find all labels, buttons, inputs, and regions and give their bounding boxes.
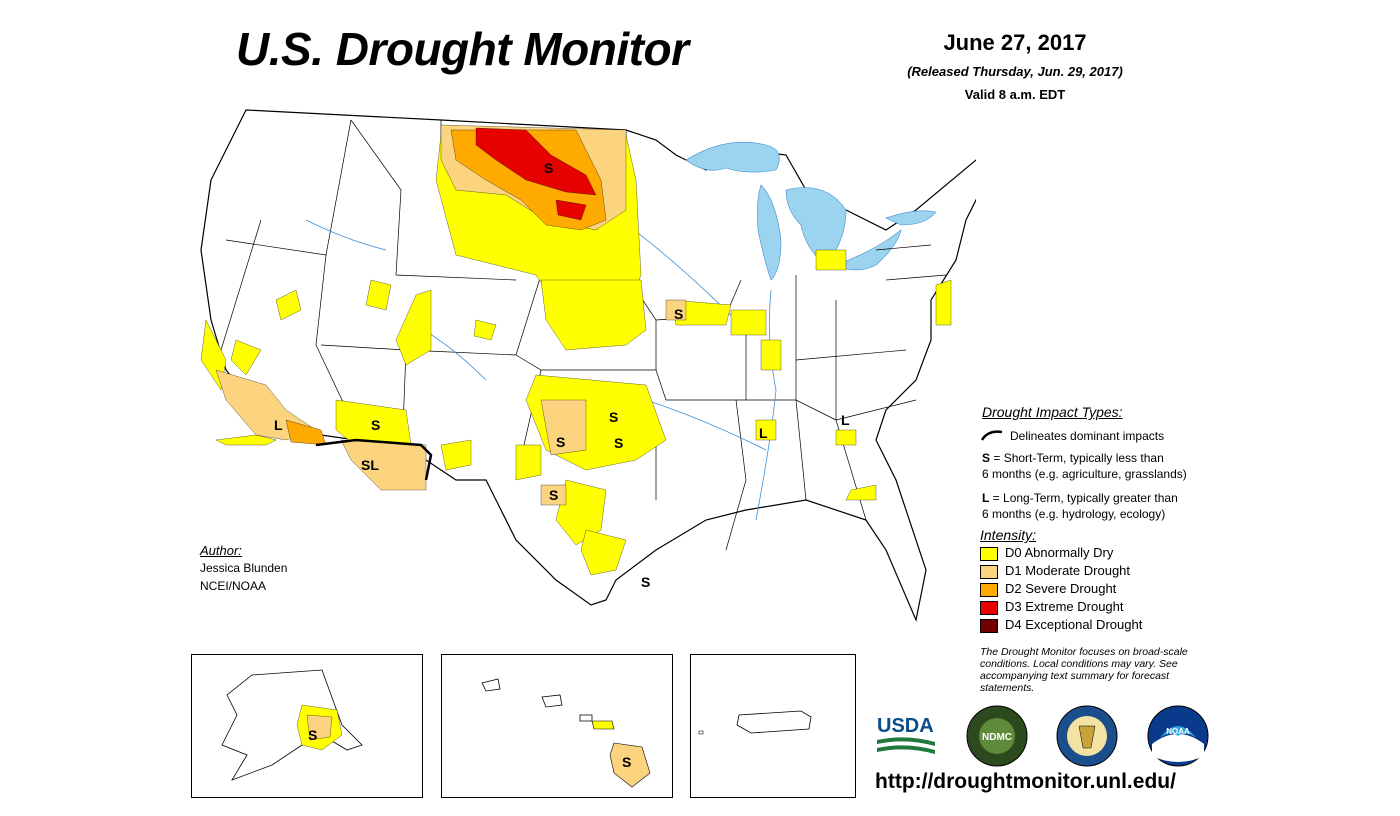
usda-logo-text: USDA <box>877 715 934 737</box>
puerto-rico-map <box>698 710 812 735</box>
author-heading: Author: <box>200 543 242 558</box>
long-term-desc: = Long-Term, typically greater than <box>989 491 1178 505</box>
hawaii-inset: S <box>441 654 673 798</box>
d2-swatch <box>980 582 998 597</box>
map-date: June 27, 2017 <box>943 30 1087 55</box>
conus-drought-map: S S S L SL S S S S S L L <box>200 109 976 623</box>
release-date: (Released Thursday, Jun. 29, 2017) <box>907 64 1123 79</box>
d2-label: D2 Severe Drought <box>1005 581 1117 596</box>
valid-time: Valid 8 a.m. EDT <box>964 87 1066 102</box>
disclaimer-note: The Drought Monitor focuses on broad-sca… <box>980 646 1188 694</box>
website-url[interactable]: http://droughtmonitor.unl.edu/ <box>875 770 1176 793</box>
impact-label-s: S <box>622 754 631 770</box>
ndmc-logo: NDMC <box>965 704 1029 768</box>
ndmc-logo-text: NDMC <box>982 732 1012 743</box>
impact-label-s: S <box>544 160 553 176</box>
doc-seal-logo <box>1055 704 1119 768</box>
d1-label: D1 Moderate Drought <box>1005 563 1131 578</box>
author-org: NCEI/NOAA <box>200 579 267 593</box>
d3-label: D3 Extreme Drought <box>1005 599 1124 614</box>
lake-michigan <box>757 184 782 281</box>
intensity-row-d2: D2 Severe Drought <box>980 581 1116 597</box>
intensity-row-d0: D0 Abnormally Dry <box>980 545 1113 561</box>
usda-logo: USDA <box>875 712 937 760</box>
impact-label-l: L <box>841 412 850 428</box>
short-term-line1: S = Short-Term, typically less than <box>982 450 1164 466</box>
d0-swatch <box>980 546 998 561</box>
impact-line-symbol <box>980 430 1003 441</box>
intensity-heading: Intensity: <box>980 527 1037 543</box>
impact-types-heading: Drought Impact Types: <box>982 404 1123 420</box>
d1-swatch <box>980 564 998 579</box>
impact-label-s: S <box>556 434 565 450</box>
intensity-row-d3: D3 Extreme Drought <box>980 599 1124 615</box>
impact-label-s: S <box>371 417 380 433</box>
short-term-letter: S <box>982 451 991 465</box>
lake-superior <box>685 141 780 173</box>
intensity-row-d1: D1 Moderate Drought <box>980 563 1130 579</box>
short-term-line2: 6 months (e.g. agriculture, grasslands) <box>982 467 1187 481</box>
puerto-rico-inset <box>690 654 856 798</box>
noaa-logo-text: NOAA <box>1166 727 1190 736</box>
long-term-line1: L = Long-Term, typically greater than <box>982 490 1178 506</box>
d4-swatch <box>980 618 998 633</box>
delineates-text: Delineates dominant impacts <box>1010 429 1165 443</box>
author-name: Jessica Blunden <box>200 561 288 575</box>
impact-label-s: S <box>641 574 650 590</box>
alaska-inset: S <box>191 654 423 798</box>
lake-erie <box>835 229 902 271</box>
d3-areas <box>475 127 597 221</box>
impact-label-sl: SL <box>361 457 379 473</box>
long-term-letter: L <box>982 491 990 505</box>
impact-label-s: S <box>674 306 683 322</box>
impact-label-s: S <box>549 487 558 503</box>
hawaii-map: S <box>481 678 651 788</box>
impact-boundary-line <box>315 438 433 481</box>
impact-label-l: L <box>274 417 283 433</box>
long-term-line2: 6 months (e.g. hydrology, ecology) <box>982 507 1166 521</box>
map-title: U.S. Drought Monitor <box>236 23 689 75</box>
noaa-logo: NOAA <box>1146 704 1210 768</box>
impact-label-s: S <box>609 409 618 425</box>
d3-swatch <box>980 600 998 615</box>
intensity-row-d4: D4 Exceptional Drought <box>980 617 1142 633</box>
alaska-map: S <box>221 669 363 781</box>
lake-ontario <box>885 210 937 226</box>
short-term-desc: = Short-Term, typically less than <box>990 451 1164 465</box>
d4-label: D4 Exceptional Drought <box>1005 617 1143 632</box>
impact-label-l: L <box>759 425 768 441</box>
impact-label-s: S <box>308 727 317 743</box>
impact-label-s: S <box>614 435 623 451</box>
d0-label: D0 Abnormally Dry <box>1005 545 1114 560</box>
